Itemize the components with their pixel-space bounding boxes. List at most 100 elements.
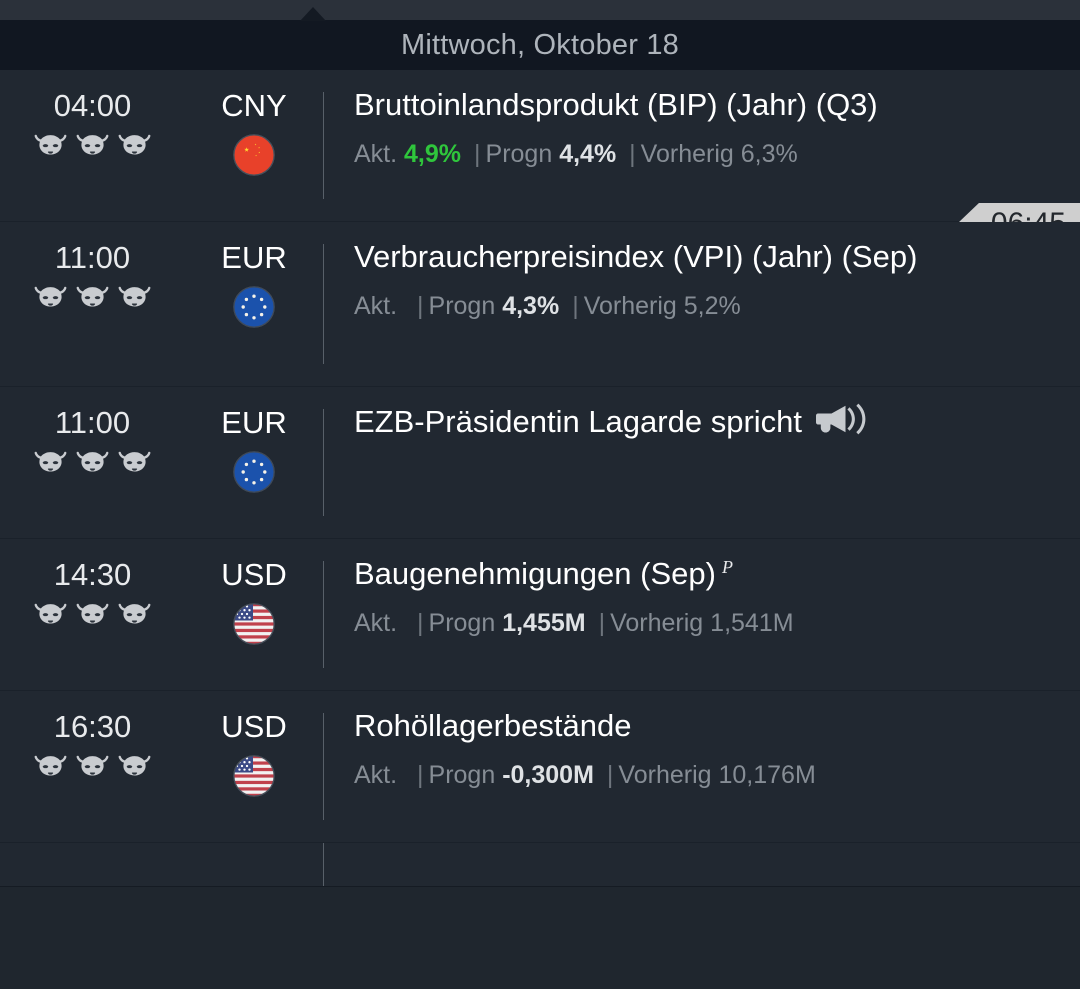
forecast-value: 4,4% [559, 140, 617, 169]
event-time: 11:00 [54, 405, 131, 440]
volatility-indicator [33, 285, 152, 311]
revision-marker: P [721, 556, 733, 577]
list-bottom-area [0, 887, 1080, 932]
bull-head-icon [117, 602, 152, 628]
previous-value: 1,541M [710, 609, 794, 638]
forecast-label: Progn [428, 292, 496, 321]
column-divider [323, 409, 324, 516]
value-separator: | [474, 140, 481, 169]
event-values: Akt. | Progn 1,455M | Vorherig 1,541M [354, 608, 1064, 638]
volatility-indicator [33, 602, 152, 628]
event-time: 04:00 [53, 88, 132, 123]
value-separator: | [417, 292, 424, 321]
bull-head-icon [75, 285, 110, 311]
volatility-indicator [33, 133, 152, 159]
megaphone-icon[interactable] [816, 402, 868, 446]
event-details[interactable]: EZB-Präsidentin Lagarde spricht [323, 399, 1080, 526]
event-time-column: 04:00 [0, 82, 185, 209]
event-time: 14:30 [53, 557, 132, 592]
event-details[interactable]: Baugenehmigungen (Sep) P Akt. | Progn 1,455… [323, 551, 1080, 678]
value-separator: | [598, 609, 606, 638]
event-row[interactable]: 04:00 CNY Bruttoinlandsprodukt (BIP) (Jahr… [0, 70, 1080, 222]
forecast-value: -0,300M [502, 761, 594, 790]
event-currency-column: USD [185, 551, 323, 678]
previous-label: Vorherig [618, 761, 712, 790]
event-title: Rohöllagerbestände [354, 708, 632, 743]
event-title: Baugenehmigungen (Sep) P [354, 556, 733, 591]
value-separator: | [572, 292, 579, 321]
forecast-label: Progn [428, 761, 496, 790]
bull-head-icon [117, 285, 152, 311]
column-divider [323, 244, 324, 364]
flag-usa-icon [233, 755, 275, 797]
currency-code: EUR [221, 405, 287, 440]
event-row[interactable]: 11:00 EUR EZB-Präsidentin Lagarde spricht [0, 387, 1080, 539]
value-separator: | [629, 140, 636, 169]
event-values: Akt. | Progn 4,3% | Vorherig 5,2% [354, 291, 1064, 321]
column-divider [323, 843, 324, 886]
forecast-label: Progn [428, 609, 496, 638]
event-details[interactable]: Verbraucherpreisindex (VPI) (Jahr) (Sep)… [323, 234, 1080, 374]
bull-head-icon [33, 133, 68, 159]
bull-head-icon [117, 450, 152, 476]
event-row[interactable]: 14:30 USD Baugenehmigungen (Sep) P Akt. | Pro… [0, 539, 1080, 691]
actual-label: Akt. [354, 140, 398, 169]
forecast-value: 4,3% [502, 292, 560, 321]
next-event-row-partial[interactable] [0, 843, 1080, 887]
event-list[interactable]: 04:00 CNY Bruttoinlandsprodukt (BIP) (Jahr… [0, 70, 1080, 932]
event-currency-column: EUR [185, 399, 323, 526]
bull-head-icon [75, 602, 110, 628]
event-time-column: 11:00 [0, 399, 185, 526]
volatility-indicator [33, 450, 152, 476]
actual-label: Akt. [354, 609, 398, 638]
megaphone-icon [816, 402, 868, 436]
currency-code: EUR [221, 240, 287, 275]
event-title: Bruttoinlandsprodukt (BIP) (Jahr) (Q3) [354, 87, 878, 122]
actual-label: Akt. [354, 292, 398, 321]
event-title: Verbraucherpreisindex (VPI) (Jahr) (Sep) [354, 239, 918, 274]
value-separator: | [606, 761, 614, 790]
forecast-value: 1,455M [502, 609, 586, 638]
event-currency-column: EUR [185, 234, 323, 374]
triangle-up-icon [300, 7, 326, 21]
day-header-label: Mittwoch, Oktober 18 [401, 28, 679, 61]
flag-china-icon [233, 134, 275, 176]
previous-value: 6,3% [740, 140, 798, 169]
column-divider [323, 713, 324, 820]
column-divider [323, 92, 324, 199]
event-values: Akt. | Progn -0,300M | Vorherig 10,176M [354, 760, 1064, 790]
event-details[interactable]: Rohöllagerbestände Akt. | Progn -0,300M | Vo… [323, 703, 1080, 830]
previous-value: 5,2% [683, 292, 741, 321]
previous-value: 10,176M [718, 761, 816, 790]
day-header: Mittwoch, Oktober 18 [0, 20, 1080, 70]
bull-head-icon [75, 133, 110, 159]
forecast-label: Progn [485, 140, 553, 169]
previous-label: Vorherig [583, 292, 677, 321]
event-row[interactable]: 11:00 EUR Verbraucherpreisindex (VPI) (Jah… [0, 222, 1080, 387]
event-row[interactable]: 16:30 USD Rohöllagerbestände Akt. | Progn -0… [0, 691, 1080, 843]
column-divider [323, 561, 324, 668]
event-time-column: 14:30 [0, 551, 185, 678]
bull-head-icon [33, 285, 68, 311]
bull-head-icon [33, 754, 68, 780]
currency-code: CNY [221, 88, 287, 123]
actual-label: Akt. [354, 761, 398, 790]
event-details[interactable]: Bruttoinlandsprodukt (BIP) (Jahr) (Q3) Ak… [323, 82, 1080, 209]
previous-label: Vorherig [610, 609, 704, 638]
volatility-indicator [33, 754, 152, 780]
previous-label: Vorherig [640, 140, 734, 169]
event-time: 11:00 [54, 240, 131, 275]
flag-eu-icon [233, 451, 275, 493]
event-currency-column: CNY [185, 82, 323, 209]
event-currency-column: USD [185, 703, 323, 830]
bull-head-icon [75, 450, 110, 476]
bull-head-icon [117, 133, 152, 159]
value-separator: | [417, 761, 424, 790]
top-strip [0, 0, 1080, 21]
event-time-column: 16:30 [0, 703, 185, 830]
bull-head-icon [117, 754, 152, 780]
actual-value: 4,9% [404, 140, 462, 169]
event-values: Akt. 4,9% | Progn 4,4% | Vorherig 6,3% [354, 139, 1064, 169]
bull-head-icon [75, 754, 110, 780]
